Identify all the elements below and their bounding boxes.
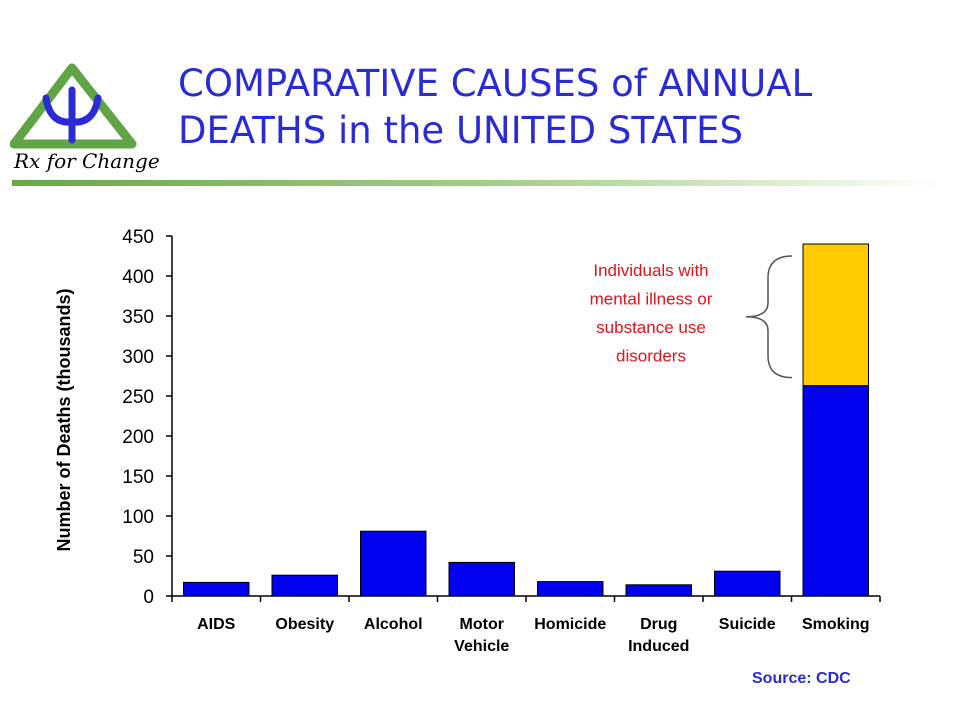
x-tick-label: Suicide <box>719 616 776 633</box>
x-tick-label: Motor Vehicle <box>454 616 509 655</box>
y-tick-label: 350 <box>122 307 154 328</box>
annotation-text: Individuals with mental illness or substan… <box>590 261 713 366</box>
y-tick-labels: 0 50 100 150 200 250 300 350 400 450 <box>122 227 154 608</box>
logo-triangle <box>10 63 137 149</box>
x-tick-label: Obesity <box>275 616 334 633</box>
bar <box>625 584 692 597</box>
y-tick-label: 200 <box>122 427 154 448</box>
title-line-1: COMPARATIVE CAUSES of ANNUAL <box>178 62 813 105</box>
bar <box>448 561 515 597</box>
title-line-2: DEATHS in the UNITED STATES <box>178 109 743 152</box>
y-tick-label: 300 <box>122 347 154 368</box>
bar <box>802 243 869 387</box>
y-tick-label: 250 <box>122 387 154 408</box>
x-tick-label: AIDS <box>197 616 236 633</box>
page-title: COMPARATIVE CAUSES of ANNUAL DEATHS in t… <box>178 60 938 154</box>
category-labels: AIDS Obesity Alcohol Motor Vehicle Homicide Dr… <box>197 616 869 655</box>
source-note: Source: CDC <box>752 670 851 687</box>
y-tick-label: 150 <box>122 467 154 488</box>
x-tick-label: Drug Induced <box>628 616 689 655</box>
y-tick-label: 400 <box>122 267 154 288</box>
annotation: Individuals with mental illness or substan… <box>590 255 793 379</box>
bar <box>271 574 338 597</box>
logo-text: Rx for Change <box>13 149 160 173</box>
y-axis-ticks <box>166 235 172 597</box>
title-divider <box>12 180 942 186</box>
x-tick-label: Smoking <box>802 616 870 633</box>
psi-icon <box>42 86 102 144</box>
x-tick-label: Alcohol <box>364 616 423 633</box>
annotation-brace <box>745 255 793 379</box>
x-tick-label: Homicide <box>534 616 606 633</box>
bar <box>802 385 869 597</box>
y-tick-label: 100 <box>122 507 154 528</box>
y-tick-label: 0 <box>143 587 154 608</box>
rx-for-change-logo: Rx for Change <box>10 63 160 173</box>
bar <box>714 570 781 597</box>
y-tick-label: 50 <box>133 547 154 568</box>
bars <box>183 243 869 597</box>
y-axis-label: Number of Deaths (thousands) <box>54 288 74 551</box>
bar <box>183 581 250 597</box>
bar <box>360 530 427 597</box>
y-tick-label: 450 <box>122 227 154 248</box>
axes <box>171 236 881 602</box>
bar <box>537 581 604 597</box>
